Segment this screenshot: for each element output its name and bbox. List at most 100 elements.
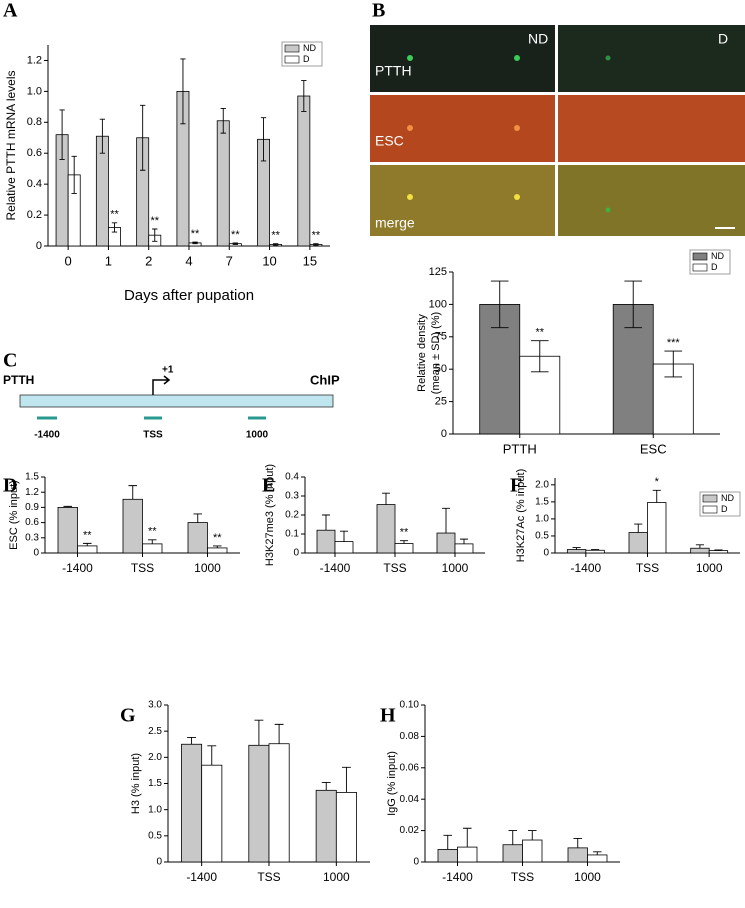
error-bar (272, 243, 279, 246)
column-label: D (718, 31, 728, 47)
error-bar (152, 228, 158, 242)
error-bar (490, 280, 509, 329)
bar (316, 529, 336, 554)
y-tick-label: 0 (33, 548, 39, 559)
bar (502, 844, 523, 863)
x-tick-label: 1000 (194, 561, 221, 575)
x-tick-label: TSS (383, 561, 406, 575)
x-tick-label: 15 (303, 253, 317, 268)
error-bar (140, 104, 146, 171)
bar (315, 789, 337, 863)
y-tick-label: 0.2 (285, 510, 299, 521)
error-bar (527, 830, 537, 841)
error-bar (382, 492, 390, 505)
cell (605, 55, 611, 61)
error-bar (634, 523, 643, 533)
bar (297, 95, 311, 247)
error-bar (573, 838, 583, 848)
panel-letter: F (510, 475, 522, 497)
error-bar (232, 242, 238, 245)
bar (585, 549, 605, 554)
bar (207, 547, 228, 554)
error-bar (460, 538, 468, 544)
error-bar (400, 540, 408, 544)
significance: ** (191, 228, 200, 240)
error-bar (530, 340, 549, 373)
y-tick-label: 1.5 (25, 472, 39, 483)
y-axis-label: H3K27Ac (% input) (515, 469, 527, 563)
x-tick-label: 7 (226, 253, 233, 268)
bar (122, 498, 143, 554)
cell (605, 207, 611, 213)
bar (708, 550, 729, 554)
significance: ** (83, 529, 92, 541)
column-label: ND (528, 31, 548, 47)
y-tick-label: 0.6 (27, 147, 42, 159)
bar (268, 743, 290, 863)
x-tick-label: -1400 (62, 561, 93, 575)
bar (201, 764, 223, 863)
bar (77, 545, 98, 554)
legend-swatch (692, 252, 708, 261)
x-tick-label: 1000 (323, 870, 350, 884)
y-tick-label: 0 (543, 548, 549, 559)
x-tick-label: TSS (511, 870, 534, 884)
y-axis-label: Relative PTTH mRNA levels (4, 70, 18, 220)
legend-label: ND (721, 493, 734, 503)
significance: * (655, 476, 660, 488)
error-bar (193, 513, 203, 523)
bar (57, 506, 78, 554)
y-tick-label: 2.0 (148, 752, 162, 763)
y-axis-label: H3K27me3 (% input) (264, 464, 276, 566)
x-tick-label: -1400 (570, 561, 601, 575)
error-bar (260, 117, 267, 162)
error-bar (340, 530, 348, 542)
panel-letter: B (372, 0, 385, 22)
y-tick-label: 0.9 (25, 502, 39, 513)
region-label: TSS (143, 430, 163, 441)
panel-letter: G (120, 705, 136, 727)
x-tick-label: 1000 (696, 561, 723, 575)
bar (566, 549, 587, 554)
error-bar (59, 109, 65, 160)
region-label: 1000 (246, 430, 269, 441)
error-bar (591, 549, 600, 551)
bar (436, 532, 456, 554)
region-label: -1400 (34, 430, 60, 441)
significance: ** (400, 527, 409, 539)
error-bar (341, 766, 351, 793)
bar (376, 504, 396, 554)
y-tick-label: 0.1 (285, 529, 299, 540)
error-bar (313, 243, 319, 246)
legend-swatch (702, 505, 718, 514)
y-tick-label: 1.0 (535, 514, 549, 525)
legend-label: ND (303, 43, 316, 53)
row-label: merge (375, 215, 415, 231)
error-bar (508, 830, 518, 845)
significance: ** (110, 209, 119, 221)
error-bar (220, 107, 226, 134)
y-tick-label: 100 (429, 298, 447, 310)
y-tick-label: 0.5 (148, 830, 162, 841)
cell (407, 55, 413, 61)
x-tick-label: -1400 (320, 561, 351, 575)
legend-swatch (284, 55, 300, 64)
x-tick-label: 0 (65, 253, 72, 268)
bar (457, 846, 478, 863)
legend-label: D (303, 54, 310, 64)
error-bar (147, 539, 157, 544)
x-tick-label: PTTH (503, 441, 537, 456)
y-tick-label: 0 (36, 240, 42, 252)
bar (248, 744, 270, 863)
error-bar (592, 851, 602, 855)
bar (181, 743, 203, 863)
error-bar (274, 723, 284, 744)
microscopy: B ND D PTTH ESC merge (370, 0, 745, 236)
error-bar (99, 118, 106, 154)
x-tick-label: 4 (185, 253, 192, 268)
significance: ** (535, 327, 544, 339)
x-tick-label: 1000 (442, 561, 469, 575)
y-tick-label: 0.2 (27, 209, 42, 221)
x-tick-label: 1000 (574, 870, 601, 884)
